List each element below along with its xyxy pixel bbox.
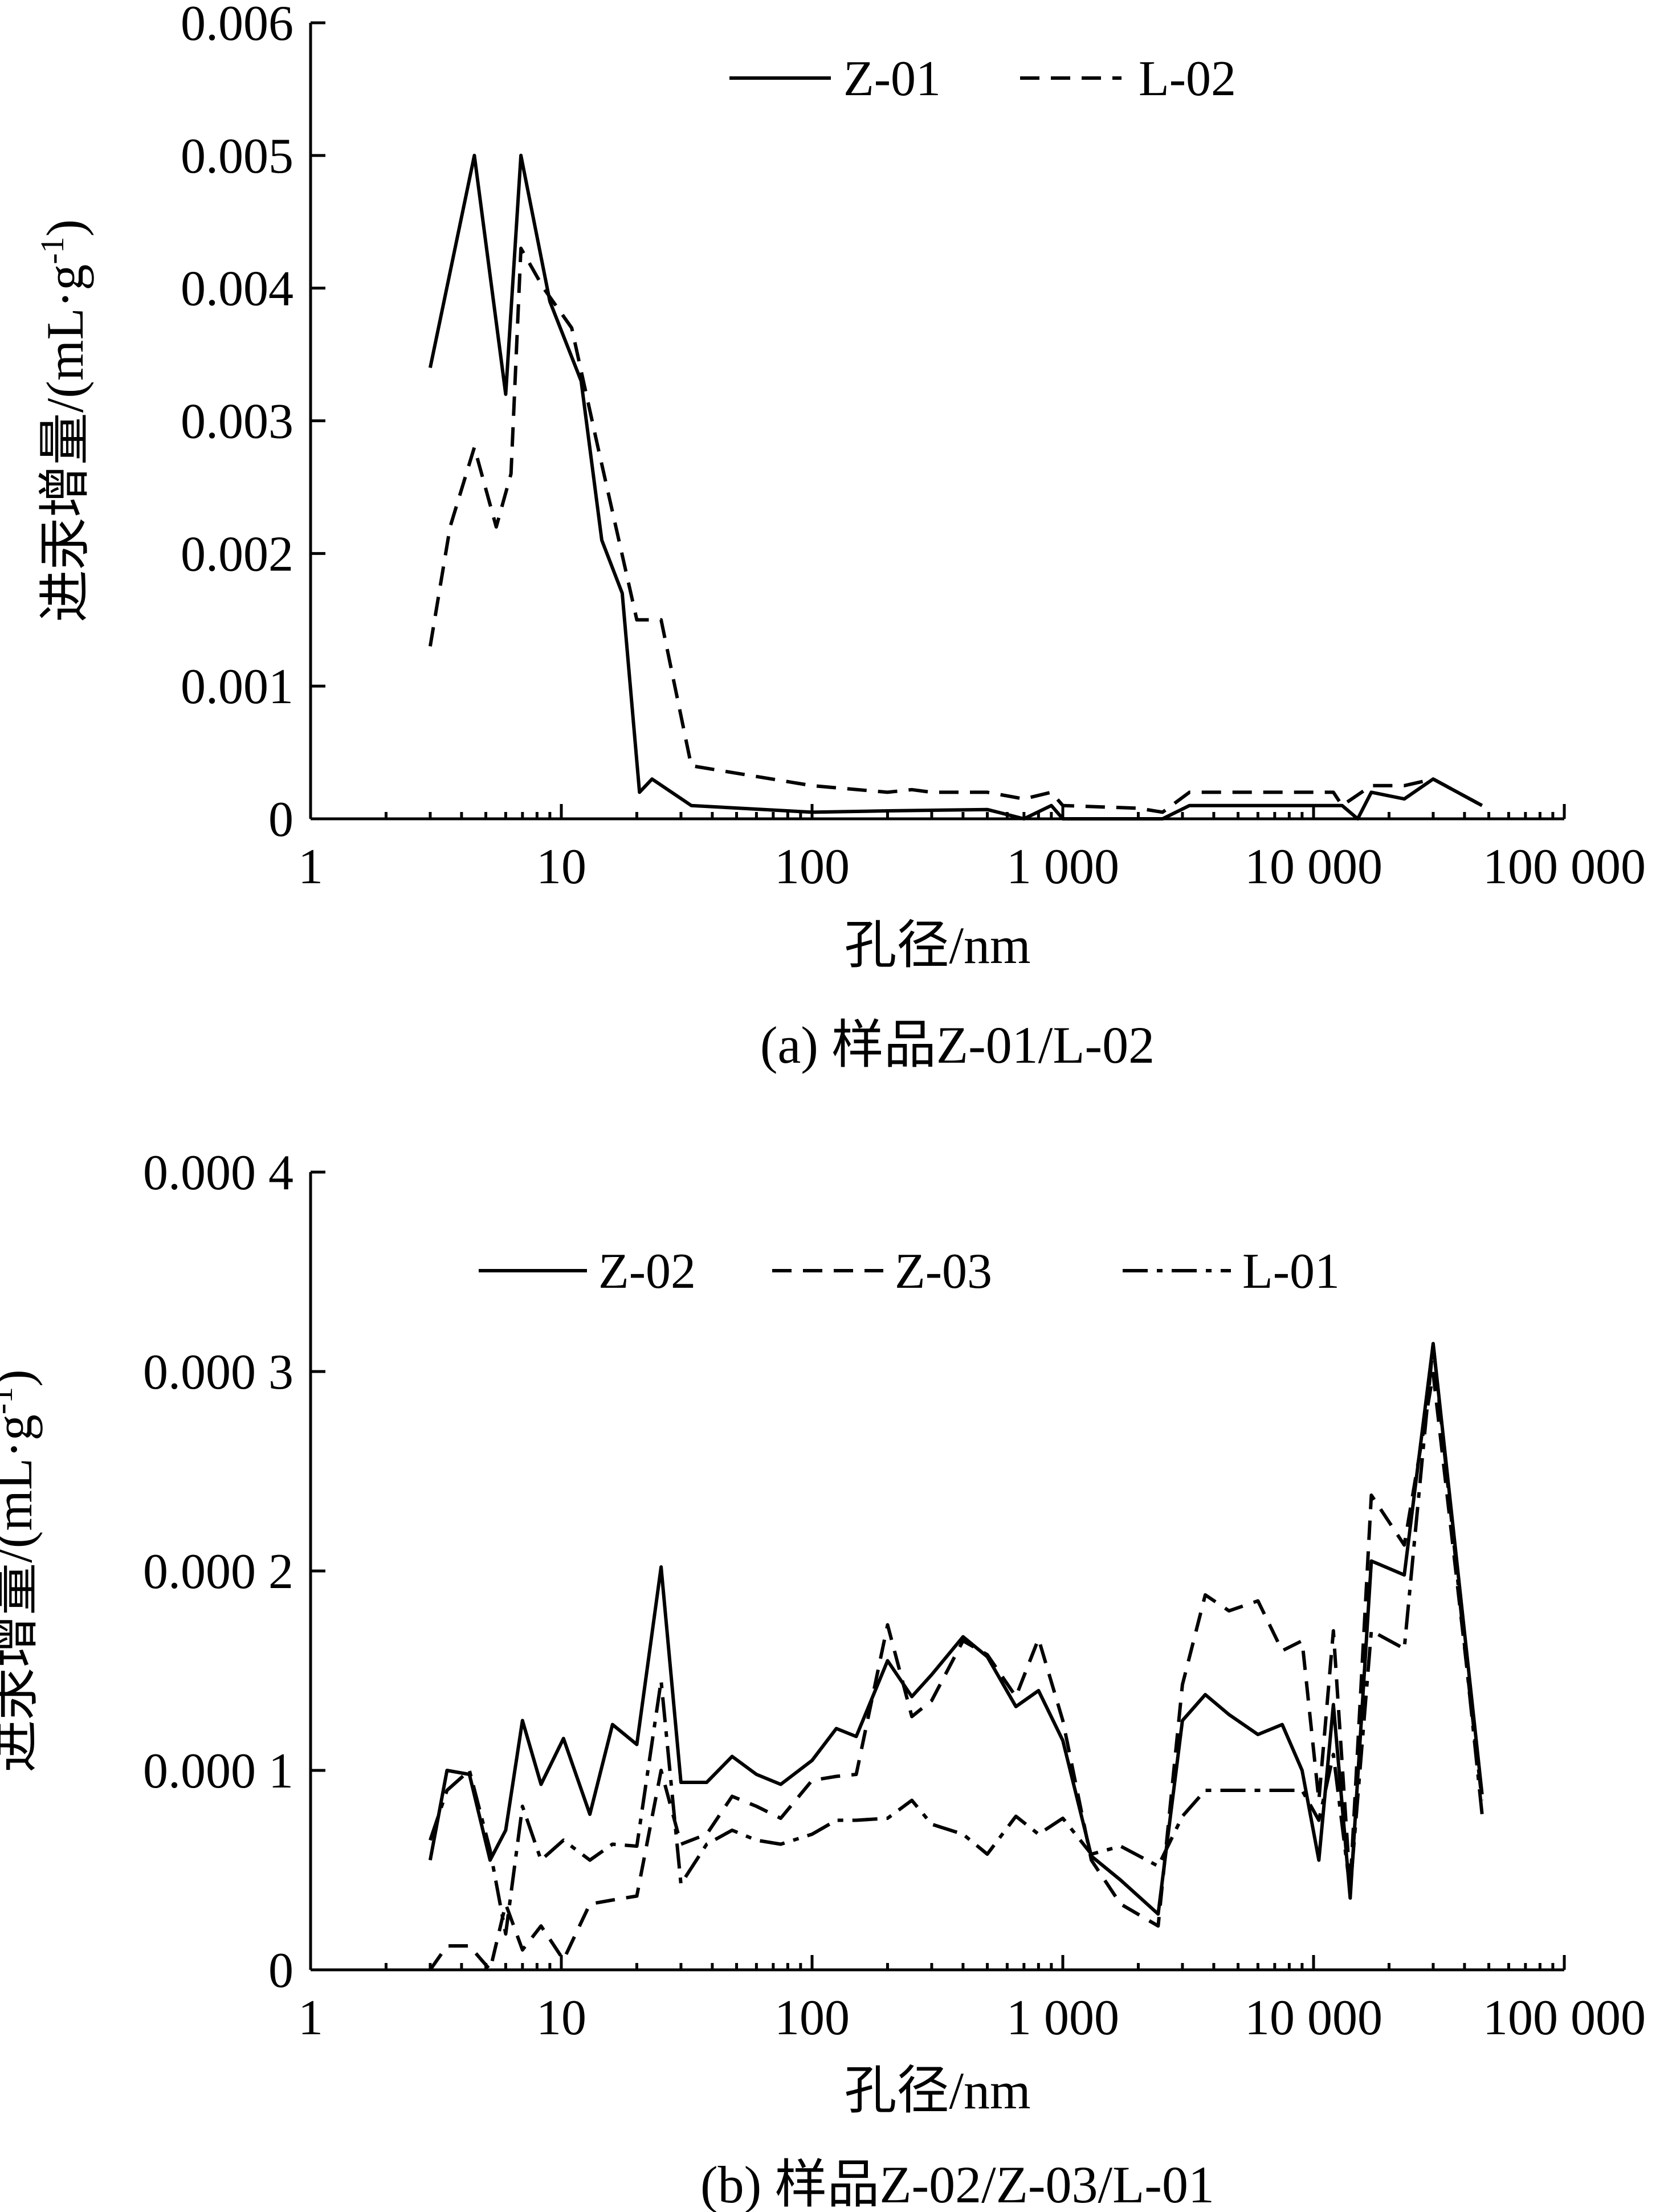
x-tick-label: 100 000 xyxy=(1483,839,1646,895)
y-tick-label: 0 xyxy=(268,792,293,847)
y-axis-title-superscript: -1 xyxy=(0,1387,19,1414)
x-axis-title: 孔径/nm xyxy=(844,2062,1030,2120)
y-axis-title-end: ) xyxy=(36,219,94,237)
y-tick-label: 0.005 xyxy=(181,129,293,184)
x-axis-title: 孔径/nm xyxy=(844,916,1030,974)
y-tick-label: 0.000 2 xyxy=(143,1544,293,1599)
x-tick-label: 100 000 xyxy=(1483,1990,1646,2046)
figure-caption: (b) 样品Z-02/Z-03/L-01 xyxy=(700,2156,1214,2212)
chart-a: 0 0.001 0.002 0.003 0.004 0.005 0.006 1 10 100 1 0… xyxy=(34,0,1646,1074)
x-tick-label: 1 xyxy=(298,1990,323,2046)
legend-label-l-02: L-02 xyxy=(1139,51,1236,107)
y-tick-label: 0.000 4 xyxy=(143,1145,293,1201)
y-tick-label: 0.006 xyxy=(181,0,293,51)
figure-caption: (a) 样品Z-01/L-02 xyxy=(760,1016,1155,1074)
legend-label-z-03: Z-03 xyxy=(895,1244,992,1299)
y-tick-label: 0.002 xyxy=(181,527,293,582)
y-axis-title-main: 进汞增量/(mL·g xyxy=(36,264,94,623)
legend-label-z-01: Z-01 xyxy=(843,51,941,107)
y-tick-label: 0 xyxy=(268,1943,293,1998)
series-line-z-01 xyxy=(428,153,1483,821)
x-tick-label: 1 000 xyxy=(1006,1990,1119,2046)
y-tick-label: 0.000 3 xyxy=(143,1345,293,1400)
x-tick-label: 10 xyxy=(536,839,586,895)
x-tick-label: 10 xyxy=(536,1990,586,2046)
series-line-z-03 xyxy=(429,1372,1484,1972)
y-axis-title-main: 进汞增量/(mL·g xyxy=(0,1414,43,1773)
y-axis-title: 进汞增量/(mL·g-1) xyxy=(0,1369,43,1773)
x-tick-label: 1 xyxy=(298,839,323,895)
series-line-z-02 xyxy=(428,1342,1484,1916)
x-tick-label: 1 000 xyxy=(1006,839,1119,895)
series-line-l-02 xyxy=(428,246,1483,814)
y-tick-label: 0.001 xyxy=(181,659,293,715)
x-tick-label: 10 000 xyxy=(1245,839,1383,895)
y-tick-label: 0.003 xyxy=(181,394,293,450)
x-tick-label: 100 xyxy=(774,839,850,895)
legend-label-l-01: L-01 xyxy=(1242,1244,1340,1299)
legend-label-z-02: Z-02 xyxy=(598,1244,696,1299)
x-tick-label: 10 000 xyxy=(1245,1990,1383,2046)
chart-b: 0 0.000 1 0.000 2 0.000 3 0.000 4 1 10 100 1 000… xyxy=(0,1145,1646,2212)
y-axis-title: 进汞增量/(mL·g-1) xyxy=(34,219,94,623)
y-axis-title-superscript: -1 xyxy=(34,236,71,264)
x-tick-label: 100 xyxy=(774,1990,850,2046)
y-tick-label: 0.004 xyxy=(181,262,293,317)
y-axis-title-end: ) xyxy=(0,1369,43,1387)
y-tick-label: 0.000 1 xyxy=(143,1744,293,1799)
